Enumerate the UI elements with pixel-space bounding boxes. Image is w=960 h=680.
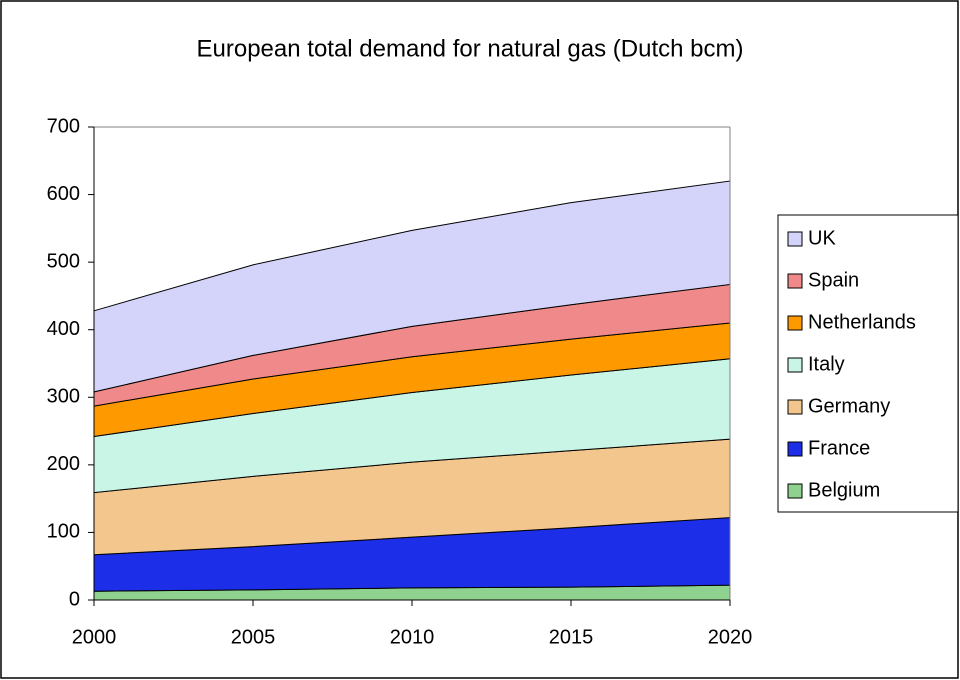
y-tick-label: 700 <box>47 115 80 137</box>
legend-swatch <box>787 315 803 331</box>
y-tick-label: 500 <box>47 250 80 272</box>
x-tick-label: 2020 <box>708 626 753 648</box>
y-tick-label: 100 <box>47 521 80 543</box>
legend-box <box>777 214 959 513</box>
x-tick-label: 2005 <box>231 626 276 648</box>
legend-label: Italy <box>808 353 845 375</box>
legend-label: Germany <box>808 395 890 417</box>
legend-swatch <box>787 441 803 457</box>
x-tick-label: 2015 <box>549 626 594 648</box>
y-tick-label: 600 <box>47 183 80 205</box>
y-tick-label: 0 <box>69 588 80 610</box>
x-tick-label: 2010 <box>390 626 435 648</box>
legend-swatch <box>787 483 803 499</box>
legend-swatch <box>787 399 803 415</box>
legend-label: France <box>808 437 870 459</box>
y-tick-label: 400 <box>47 318 80 340</box>
legend-label: Netherlands <box>808 311 916 333</box>
legend-swatch <box>787 357 803 373</box>
x-tick-label: 2000 <box>72 626 117 648</box>
legend-label: Belgium <box>808 479 880 501</box>
chart-title: European total demand for natural gas (D… <box>197 35 744 62</box>
legend-label: UK <box>808 227 836 249</box>
y-tick-label: 200 <box>47 453 80 475</box>
legend-swatch <box>787 231 803 247</box>
y-tick-label: 300 <box>47 386 80 408</box>
legend-swatch <box>787 273 803 289</box>
legend-label: Spain <box>808 269 859 291</box>
